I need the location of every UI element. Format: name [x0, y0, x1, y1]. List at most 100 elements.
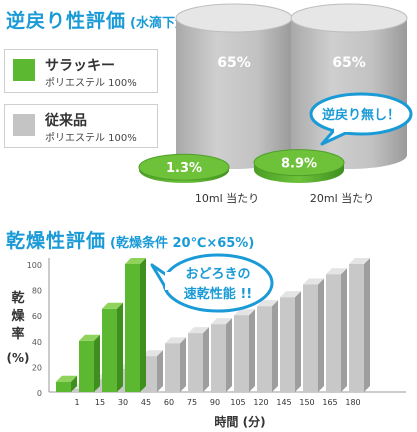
conventional-cylinder-top [175, 3, 293, 33]
x-tick-label: 15 [95, 398, 105, 407]
conventional-bar-side [272, 300, 278, 392]
legend-swatch-green [13, 59, 35, 81]
conventional-bar-side [249, 309, 255, 392]
conventional-bar-top [303, 278, 324, 285]
conventional-bar-top [96, 373, 117, 380]
conventional-bar-side [203, 327, 209, 392]
saracky-value-label: 1.3% [166, 161, 202, 176]
conventional-bar-top [280, 291, 301, 298]
conventional-bar-side [318, 278, 324, 392]
x-tick-label: 75 [187, 398, 197, 407]
saracky-value-label: 8.9% [281, 157, 317, 172]
conventional-bar-front [234, 315, 249, 392]
conventional-bar-top [73, 383, 94, 389]
quick-dry-line2: 速乾性能 !! [184, 286, 252, 302]
saracky-bar-top [102, 302, 123, 309]
conventional-bar-top [257, 300, 278, 307]
evaluation-title-drying: 乾燥性評価 (乾燥条件 20℃×65%) [6, 226, 254, 253]
saracky-bar-front [125, 264, 140, 392]
y-tick-label: 0 [37, 389, 42, 398]
y-axis-label-1: 乾 [11, 290, 24, 306]
x-tick-label: 45 [141, 398, 151, 407]
x-tick-label: 30 [118, 398, 128, 407]
quick-dry-callout: おどろきの 速乾性能 !! [150, 253, 274, 313]
conventional-bar-front [142, 356, 157, 392]
legend-conventional: 従来品 ポリエステル 100% [4, 104, 158, 148]
conventional-bar-side [134, 362, 140, 392]
x-axis-label: 時間 (分) [214, 414, 265, 429]
conventional-cylinder-body [176, 18, 292, 169]
conventional-bar-top [211, 318, 232, 325]
chart2-subtitle: (乾燥条件 20℃×65%) [110, 236, 255, 251]
conventional-bar-top [119, 362, 140, 369]
conventional-bar-front [96, 379, 111, 392]
saracky-bar-front [102, 308, 117, 392]
conventional-bar-side [341, 268, 347, 392]
saracky-disc-top [253, 149, 345, 177]
conventional-bar-top [349, 258, 370, 264]
conventional-bar-front [119, 368, 134, 392]
conventional-value-label: 65% [332, 55, 366, 71]
saracky-bar-side [71, 375, 77, 392]
x-tick-label: 165 [322, 398, 337, 407]
x-tick-label: 60 [164, 398, 174, 407]
saracky-bar-front [56, 381, 71, 392]
drying-axes [48, 258, 406, 393]
x-tick-label: 90 [210, 398, 220, 407]
conventional-bar-front [257, 306, 272, 392]
chart1-labels: 65% 1.3% 10ml 当たり 65% 8.9% 20ml 当たり [166, 55, 374, 205]
conventional-bar-front [165, 343, 180, 392]
legend-swatch-gray [13, 114, 35, 136]
conventional-bar-front [188, 333, 203, 392]
conventional-value-label: 65% [217, 55, 251, 71]
conventional-cylinders [175, 3, 408, 169]
conventional-bar-top [326, 268, 347, 275]
legend-saracky: サラッキー ポリエステル 100% [4, 49, 158, 93]
saracky-bar-top [125, 258, 146, 264]
quick-dry-line1: おどろきの [185, 267, 250, 282]
conventional-bar-front [326, 274, 341, 392]
no-backflow-callout: 逆戻り無し！ [309, 92, 413, 146]
conventional-bar-front [280, 297, 295, 392]
x-tick-label: 150 [299, 398, 314, 407]
conventional-bar-front [303, 284, 318, 392]
y-tick-label: 60 [32, 312, 42, 321]
chart1-title: 逆戻り性評価 [6, 10, 127, 32]
conventional-bar-side [180, 337, 186, 392]
conventional-bar-top [165, 337, 186, 344]
legend-conventional-name: 従来品 [45, 113, 87, 129]
conventional-bar-top [188, 327, 209, 334]
conventional-bar-side [364, 258, 370, 392]
conventional-bar-side [226, 318, 232, 392]
drying-bars [56, 258, 370, 392]
saracky-bar-front [79, 340, 94, 392]
conventional-bar-front [73, 389, 88, 392]
backflow-chart: 65% 1.3% 10ml 当たり 65% 8.9% 20ml 当たり 逆戻り無し！ [138, 3, 413, 205]
category-label: 10ml 当たり [195, 191, 259, 205]
saracky-bar-side [117, 302, 123, 392]
saracky-bar-top [79, 334, 100, 341]
x-tick-label: 105 [230, 398, 245, 407]
drying-labels: 0 20 40 60 80 100 乾燥率 (%) 時間 (分) 1 15 30 45 60 75 90 105… [7, 261, 361, 429]
conventional-cylinder-top [290, 3, 408, 33]
saracky-bar-top [56, 375, 77, 382]
legend-saracky-name: サラッキー [45, 58, 115, 74]
x-tick-label: 1 [74, 398, 79, 407]
chart2-title: 乾燥性評価 [6, 230, 107, 252]
saracky-discs [138, 149, 345, 183]
saracky-disc-top [138, 153, 230, 181]
conventional-bar-side [88, 383, 94, 392]
conventional-bar-top [142, 350, 163, 357]
y-tick-label: 40 [32, 338, 42, 347]
x-tick-label: 180 [345, 398, 360, 407]
y-axis-label-3: 率 [11, 326, 24, 342]
conventional-bar-side [157, 350, 163, 392]
saracky-bar-side [140, 258, 146, 392]
legend-saracky-material: ポリエステル 100% [45, 78, 137, 89]
conventional-bar-side [295, 291, 301, 392]
y-tick-label: 20 [32, 363, 42, 372]
legend-conventional-material: ポリエステル 100% [45, 133, 137, 144]
x-tick-label: 145 [276, 398, 291, 407]
y-axis-label-unit: (%) [7, 351, 30, 365]
y-tick-label: 80 [32, 287, 42, 296]
